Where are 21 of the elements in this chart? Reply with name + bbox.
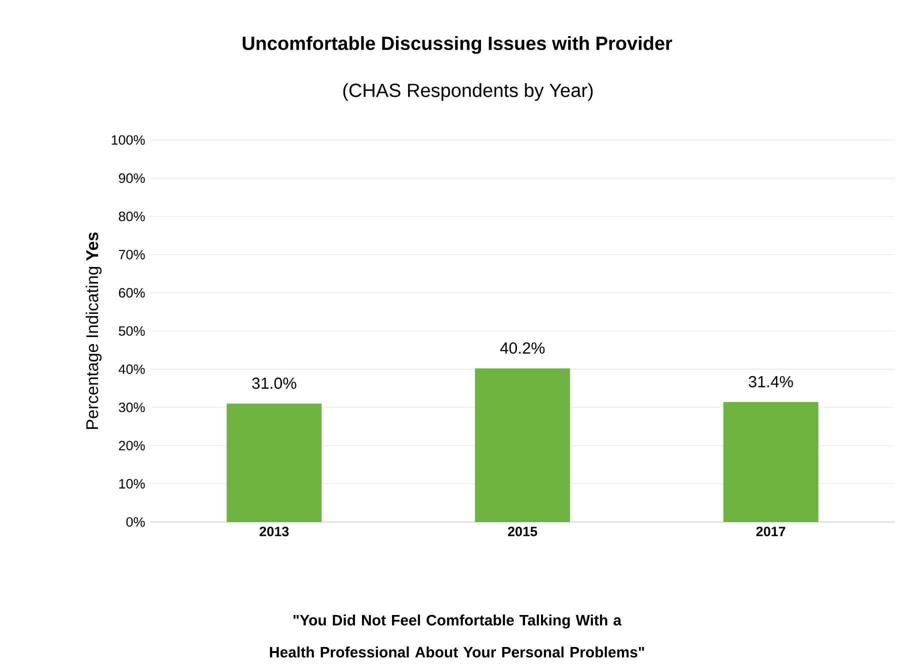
data-label: 40.2% bbox=[500, 342, 545, 354]
y-tick-label: 40% bbox=[118, 364, 145, 374]
y-tick-label: 20% bbox=[118, 440, 145, 450]
data-label: 31.0% bbox=[252, 378, 296, 389]
data-label: 31.4% bbox=[748, 376, 793, 388]
x-tick-label: 2017 bbox=[756, 526, 786, 536]
y-tick-label: 70% bbox=[118, 250, 145, 260]
y-tick-label: 60% bbox=[118, 288, 145, 298]
x-tick-label: 2015 bbox=[508, 526, 538, 536]
y-tick-label: 90% bbox=[118, 173, 145, 183]
y-axis-title: Percentage Indicating Yes bbox=[86, 232, 102, 429]
y-tick-label: 100% bbox=[112, 135, 145, 145]
chart-subtitle: (CHAS Respondents by Year) bbox=[343, 83, 593, 101]
y-tick-label: 10% bbox=[119, 479, 145, 489]
y-tick-label: 50% bbox=[118, 326, 145, 336]
y-tick-label: 0% bbox=[126, 517, 145, 527]
x-tick-label: 2013 bbox=[260, 526, 289, 536]
y-tick-label: 80% bbox=[118, 212, 145, 222]
chart-title: Uncomfortable Discussing Issues with Provider bbox=[242, 36, 672, 54]
y-tick-label: 30% bbox=[118, 402, 145, 412]
text: "You Did Not Feel Comfortable Talking With a Health Professional About Your Personal Problems" bbox=[270, 614, 644, 658]
